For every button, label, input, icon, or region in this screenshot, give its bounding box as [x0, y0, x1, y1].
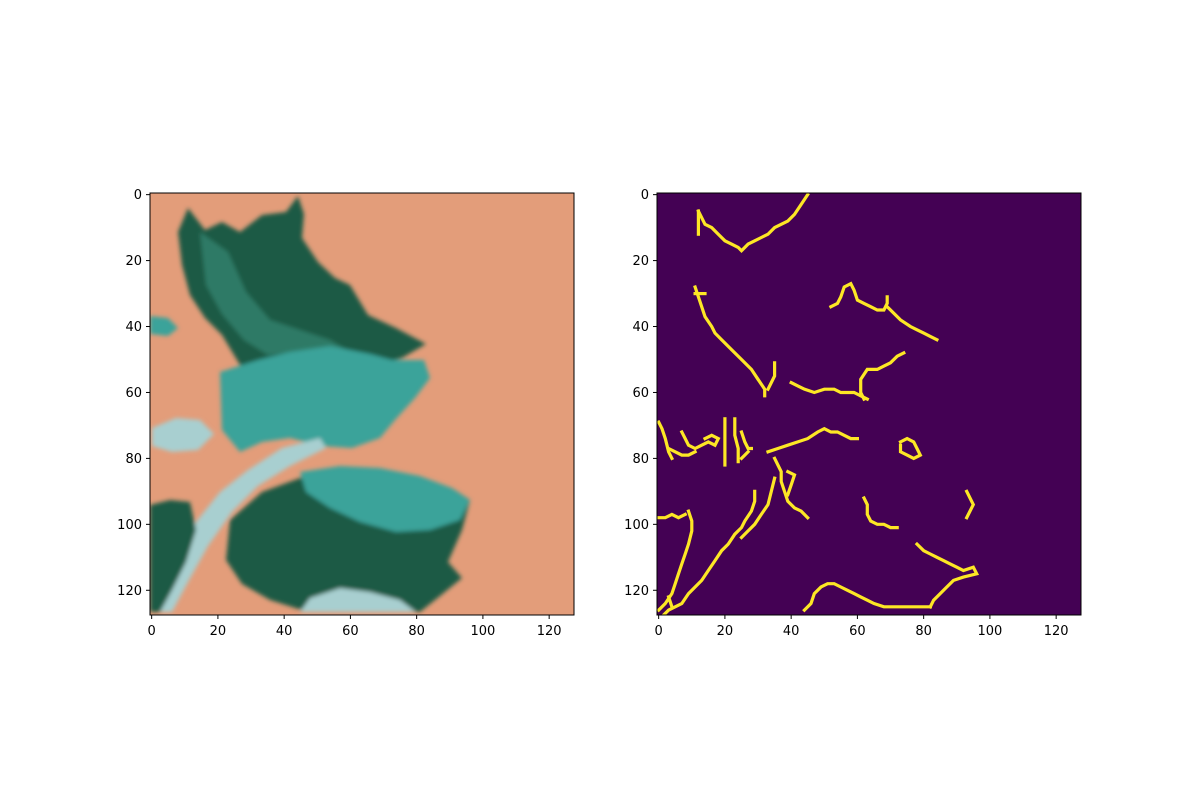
edge-line [802, 582, 932, 613]
edge-line [666, 446, 698, 457]
edge-map-y-tick-label: 120 [624, 584, 649, 599]
edge-lines [657, 193, 980, 615]
edge-map-x-tick-label: 100 [977, 624, 1002, 639]
edge-line [696, 193, 810, 253]
edge-line [657, 419, 675, 461]
leaf-upper-shade [200, 232, 350, 360]
edge-map-y-tick-label: 60 [632, 386, 649, 401]
edge-line [898, 436, 923, 461]
edge-line [884, 304, 940, 342]
edge-map-x-tick-label: 80 [915, 624, 932, 639]
edge-line [657, 512, 688, 520]
edge-map-y-tick-label: 40 [632, 320, 649, 335]
photo-axes-frame [149, 192, 575, 616]
edge-map-y-tick-label: 100 [624, 518, 649, 533]
photo-x-tick-label: 20 [210, 624, 227, 639]
edge-map-axes-frame [656, 192, 1082, 616]
highlight-stem [158, 438, 326, 612]
edge-map-x-tick-label: 60 [849, 624, 866, 639]
edge-map-y-ticks: 0 20 40 60 80 100 120 [624, 188, 657, 599]
edge-line [739, 449, 751, 461]
edge-line [733, 417, 740, 464]
edge-map-x-tick-label: 120 [1044, 624, 1069, 639]
photo-x-tick-label: 120 [537, 624, 562, 639]
edge-line [861, 495, 899, 530]
leaf-lower-teal [300, 466, 470, 532]
edge-line [789, 380, 870, 402]
edge-line [828, 281, 889, 312]
edge-line [739, 476, 777, 540]
edge-map-y-tick-label: 20 [632, 254, 649, 269]
photo-y-tick-label: 0 [134, 188, 142, 203]
photo-y-tick-label: 20 [125, 254, 142, 269]
edge-map-x-tick-label: 20 [717, 624, 734, 639]
leaf-left-small [150, 316, 178, 336]
photo-x-tick-label: 0 [148, 624, 156, 639]
edge-line [859, 350, 906, 402]
leaf-lower-left [150, 500, 196, 612]
edge-map-y-tick-label: 80 [632, 452, 649, 467]
edge-line [739, 429, 753, 451]
photo-subplot: 0 20 40 60 80 100 120 0 20 40 60 80 100 120 [117, 188, 575, 639]
edge-line [679, 429, 721, 451]
leaf-middle [220, 346, 430, 452]
edge-map-x-tick-label: 0 [655, 624, 663, 639]
edge-line [772, 456, 810, 520]
edge-line [964, 489, 976, 520]
photo-y-tick-label: 60 [125, 386, 142, 401]
photo-x-ticks: 0 20 40 60 80 100 120 [148, 615, 562, 639]
edge-map [657, 193, 1081, 615]
edge-line [785, 469, 797, 497]
edge-map-x-ticks: 0 20 40 60 80 100 120 [655, 615, 1069, 639]
edge-map-x-tick-label: 40 [783, 624, 800, 639]
photo-y-tick-label: 120 [117, 584, 142, 599]
edge-line [661, 489, 757, 615]
photo-y-tick-label: 40 [125, 320, 142, 335]
leaf-photo [150, 193, 574, 615]
photo-y-tick-label: 100 [117, 518, 142, 533]
edge-line [765, 426, 859, 454]
edge-map-y-tick-label: 0 [641, 188, 649, 203]
photo-x-tick-label: 100 [470, 624, 495, 639]
highlight-left [152, 418, 214, 452]
edge-line [693, 284, 767, 398]
edge-line [914, 541, 980, 609]
highlight-bottom [300, 588, 416, 612]
photo-y-tick-label: 80 [125, 452, 142, 467]
photo-y-ticks: 0 20 40 60 80 100 120 [117, 188, 150, 599]
photo-x-tick-label: 40 [276, 624, 293, 639]
photo-x-tick-label: 80 [408, 624, 425, 639]
edge-map-subplot: 0 20 40 60 80 100 120 0 20 40 60 80 100 120 [624, 188, 1082, 639]
photo-x-tick-label: 60 [342, 624, 359, 639]
edge-line [765, 361, 777, 392]
edge-line [666, 594, 674, 609]
